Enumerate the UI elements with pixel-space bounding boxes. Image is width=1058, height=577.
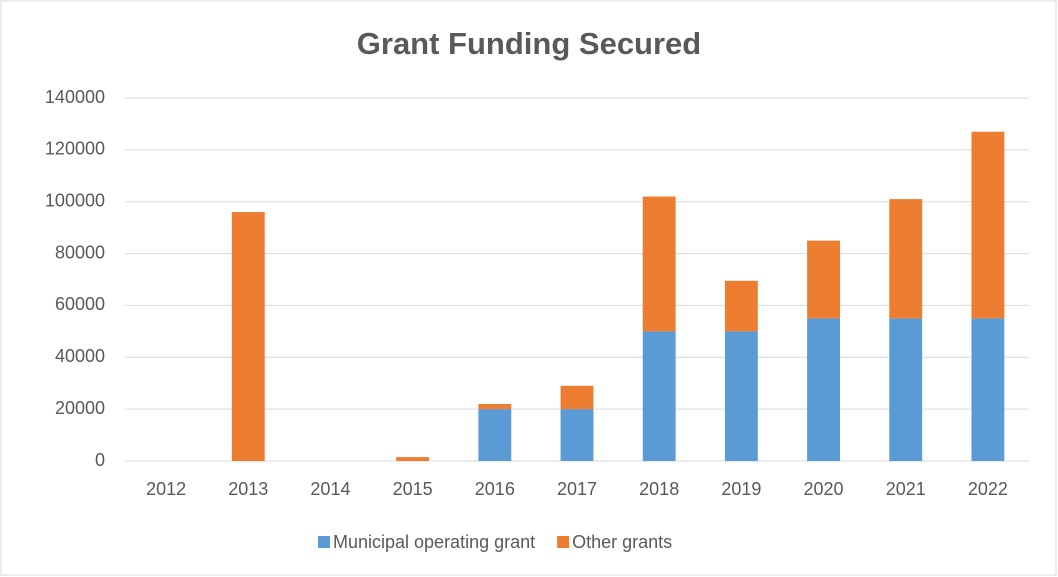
bar-segment — [642, 196, 676, 332]
y-tick-label: 120000 — [45, 139, 105, 159]
x-tick-label: 2020 — [804, 479, 844, 499]
bar-segment — [724, 280, 758, 332]
bar-segment — [231, 212, 265, 461]
y-tick-label: 80000 — [55, 242, 105, 262]
bar-segment — [478, 403, 512, 410]
x-tick-label: 2014 — [310, 479, 350, 499]
legend-swatch — [557, 536, 570, 548]
y-tick-label: 0 — [95, 450, 105, 470]
x-tick-label: 2013 — [228, 479, 268, 499]
bar-segment — [478, 409, 512, 461]
y-tick-label: 60000 — [55, 294, 105, 314]
x-tick-label: 2018 — [639, 479, 679, 499]
bar-segment — [971, 131, 1005, 319]
bar-segment — [560, 385, 594, 410]
y-tick-label: 40000 — [55, 346, 105, 366]
bar-segment — [807, 318, 840, 461]
x-tick-label: 2019 — [721, 479, 761, 499]
chart-title: Grant Funding Secured — [357, 26, 701, 61]
y-tick-label: 20000 — [55, 398, 105, 418]
x-tick-label: 2022 — [968, 479, 1008, 499]
bar-segment — [560, 409, 594, 461]
bar-segment — [396, 457, 430, 461]
bar-segment — [889, 199, 923, 319]
x-tick-label: 2017 — [557, 479, 597, 499]
legend-label: Municipal operating grant — [333, 532, 535, 552]
x-tick-label: 2012 — [146, 479, 186, 499]
x-tick-label: 2021 — [886, 479, 926, 499]
bar-segment — [889, 318, 923, 461]
y-tick-label: 140000 — [45, 87, 105, 107]
legend-swatch — [318, 536, 330, 548]
bar-segment — [971, 318, 1005, 461]
x-tick-label: 2016 — [475, 479, 515, 499]
bar-segment — [724, 331, 758, 461]
legend-label: Other grants — [572, 532, 672, 552]
x-tick-label: 2015 — [393, 479, 433, 499]
y-tick-label: 100000 — [45, 190, 105, 210]
bar-segment — [642, 331, 676, 461]
bar-segment — [807, 240, 840, 319]
